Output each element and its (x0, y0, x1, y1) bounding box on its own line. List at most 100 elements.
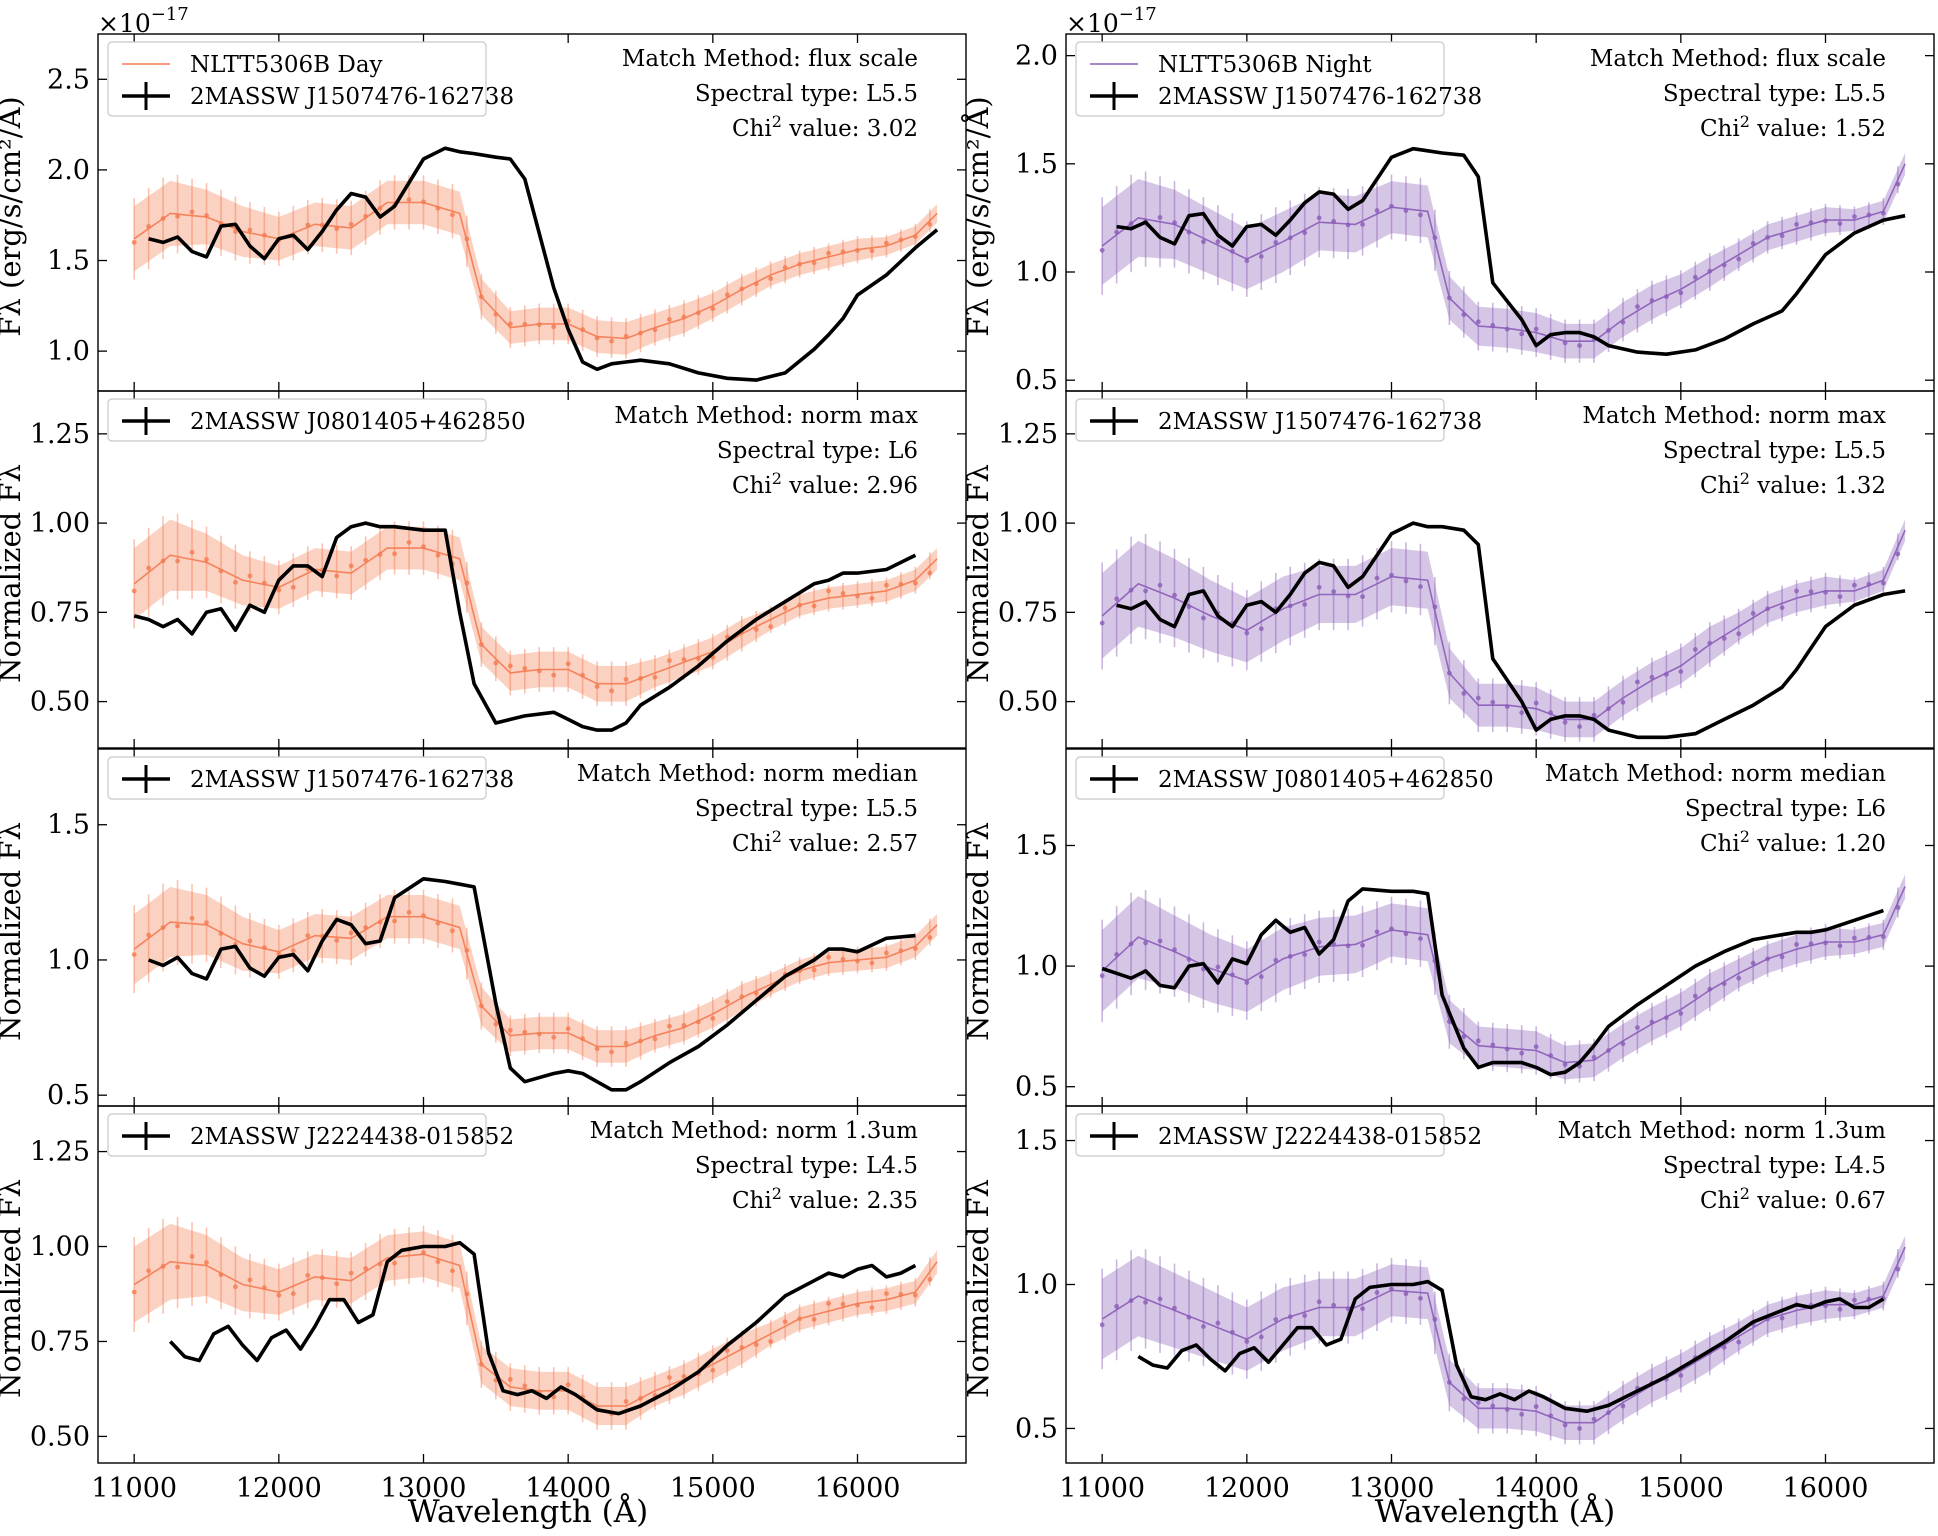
legend-box (1075, 756, 1445, 800)
observed-point (1215, 1320, 1221, 1326)
annotation-chi-value: Chi2 value: 2.35 (732, 1184, 918, 1214)
observed-point (1374, 575, 1380, 581)
observed-point (1736, 631, 1742, 637)
observed-point (594, 684, 600, 689)
observed-point (724, 292, 730, 298)
panel-day-norm-1.3um: 0.50 0.75 1.00 1.25 11000 12000 13000 14000 1500… (0, 1105, 967, 1504)
template-line (147, 876, 916, 1092)
observed-point (753, 627, 759, 632)
observed-point (1157, 582, 1163, 588)
y-tick-label: 1.00 (30, 508, 90, 539)
observed-point (609, 688, 614, 694)
observed-point (406, 197, 412, 203)
chi-prefix: Chi (732, 473, 772, 499)
observed-point (1736, 256, 1742, 262)
observed-point (348, 1270, 354, 1276)
observed-point (667, 1023, 672, 1029)
observed-point (1360, 222, 1365, 227)
annotation-spectral-type: Spectral type: L5.5 (695, 796, 918, 822)
observed-point (768, 624, 774, 630)
observed-point (1374, 1290, 1380, 1295)
observed-point (493, 660, 499, 666)
observed-point (204, 920, 209, 926)
chi-superscript: 2 (772, 112, 782, 131)
observed-point (724, 1348, 730, 1353)
observed-point (1562, 1422, 1568, 1428)
observed-point (1519, 710, 1525, 716)
observed-point (334, 226, 340, 232)
observed-point (623, 677, 629, 682)
observed-point (1779, 954, 1785, 960)
legend-box (1075, 398, 1445, 442)
y-axis-label: Normalized Fλ (961, 464, 995, 683)
y-tick-label: 0.5 (1015, 1413, 1058, 1444)
observed-point (1461, 690, 1467, 696)
observed-point (869, 248, 875, 254)
observed-point (1316, 1299, 1322, 1305)
observed-point (392, 918, 397, 924)
y-tick-label: 1.0 (1015, 1270, 1058, 1301)
chi-value-text: value: 3.02 (782, 116, 918, 142)
observed-point (565, 1026, 571, 1032)
template-line (133, 521, 917, 732)
observed-point (522, 665, 528, 671)
observed-point (189, 549, 195, 555)
observed-point (522, 1383, 528, 1389)
y-tick-label: 1.0 (47, 945, 90, 976)
observed-point (884, 1291, 889, 1297)
observed-point (1692, 274, 1698, 280)
observed-point (840, 591, 846, 596)
observed-uncertainty-band (134, 519, 938, 702)
observed-point (1591, 712, 1597, 718)
y-tick-label: 2.0 (47, 155, 90, 186)
x-tick-label: 13000 (1349, 1473, 1435, 1504)
observed-point (1475, 695, 1481, 701)
exponent-label-right: ×10−17 (1066, 4, 1157, 38)
observed-point (840, 956, 846, 962)
panel-frame (97, 390, 967, 749)
observed-point (305, 1272, 311, 1278)
panel-frame (97, 1105, 967, 1464)
observed-point (551, 672, 557, 678)
observed-point (753, 1342, 759, 1347)
legend-box (107, 1113, 487, 1157)
plot-area (131, 146, 939, 382)
annotation-chi-value: Chi2 value: 2.96 (732, 469, 918, 499)
observed-point (247, 938, 253, 944)
legend-label-template: 2MASSW J1507476-162738 (190, 767, 514, 793)
observed-point (334, 938, 340, 943)
observed-point (1360, 1306, 1365, 1312)
x-axis-label-left: Wavelength (Å) (408, 1492, 648, 1530)
observed-point (724, 999, 730, 1005)
legend-label-target: NLTT5306B Night (1158, 52, 1372, 78)
observed-point (1779, 1315, 1785, 1321)
observed-point (1577, 343, 1582, 348)
legend-box (107, 41, 487, 117)
observed-point (782, 1319, 788, 1325)
annotation-chi-value: Chi2 value: 1.32 (1700, 469, 1886, 499)
observed-point (1635, 304, 1640, 310)
legend-box (1075, 41, 1445, 117)
observed-point (1577, 724, 1582, 729)
y-tick-label: 1.25 (998, 419, 1058, 450)
chi-prefix: Chi (732, 1188, 772, 1214)
observed-point (768, 276, 774, 282)
observed-point (1533, 326, 1539, 332)
observed-point (1852, 214, 1857, 220)
observed-point (450, 1268, 455, 1274)
observed-point (826, 1301, 831, 1306)
observed-point (1852, 582, 1857, 588)
observed-point (1678, 1373, 1684, 1378)
chi-superscript: 2 (1740, 827, 1750, 846)
observed-point (1201, 239, 1206, 245)
annotation-spectral-type: Spectral type: L5.5 (695, 81, 918, 107)
observed-point (406, 539, 412, 545)
observed-uncertainty-band (134, 180, 938, 355)
observed-point (1331, 589, 1337, 595)
observed-point (1562, 719, 1568, 725)
y-axis-label: Normalized Fλ (0, 464, 27, 683)
y-tick-label: 0.5 (1015, 1072, 1058, 1103)
template-line (1116, 146, 1906, 357)
observed-point (189, 1253, 195, 1259)
observed-point (146, 565, 152, 571)
